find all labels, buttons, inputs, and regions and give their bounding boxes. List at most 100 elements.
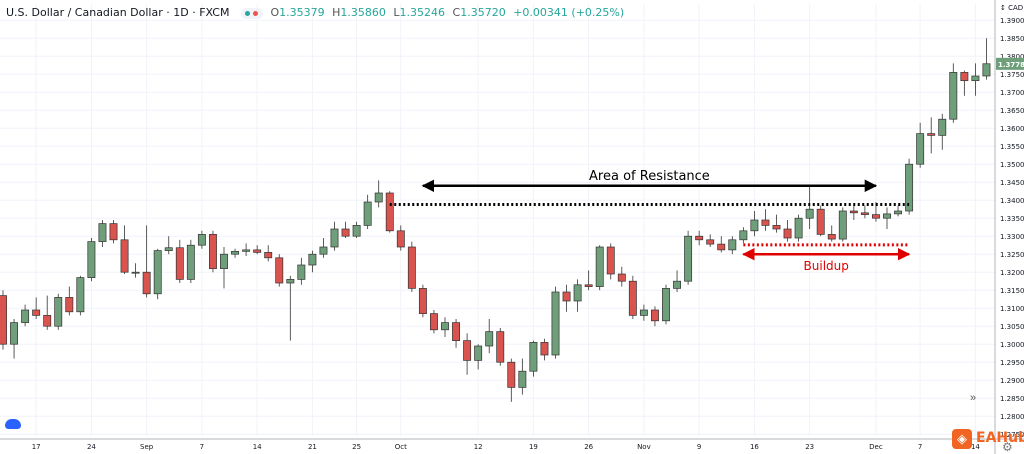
candle-body: [739, 230, 748, 241]
candle-body: [860, 212, 869, 215]
candle: [474, 344, 483, 370]
candle: [319, 238, 328, 258]
candle: [463, 333, 472, 375]
candle: [982, 38, 991, 80]
candle-body: [297, 264, 306, 280]
price-tick-label: 1.31500: [1000, 287, 1024, 295]
brand-logo: ◈ EAHub: [952, 427, 1024, 451]
candle: [927, 117, 936, 154]
price-tick-label: 1.29000: [1000, 377, 1024, 385]
candle: [242, 243, 251, 256]
candle-body: [21, 309, 30, 323]
time-tick-label: 7: [918, 443, 922, 451]
gear-icon[interactable]: ⚙: [1002, 440, 1013, 454]
candle-body: [927, 133, 936, 136]
candle-body: [341, 228, 350, 237]
candle: [838, 207, 847, 242]
candle-body: [120, 239, 129, 273]
candle: [783, 220, 792, 242]
open-value: 1.35379: [279, 6, 325, 19]
candle-body: [518, 370, 527, 388]
annotations: Area of Resistance Buildup: [389, 169, 911, 273]
candle-body: [838, 210, 847, 240]
candle-body: [0, 295, 7, 345]
candle: [297, 257, 306, 285]
cloud-icon[interactable]: [5, 419, 21, 429]
buildup-label: Buildup: [804, 259, 849, 273]
time-tick-label: 19: [529, 443, 538, 451]
close-value: 1.35720: [460, 6, 506, 19]
candle: [286, 275, 295, 341]
time-tick-label: 23: [805, 443, 814, 451]
price-tick-label: 1.28000: [1000, 413, 1024, 421]
candle: [197, 230, 206, 249]
candle: [584, 270, 593, 291]
candle-body: [827, 234, 836, 240]
candle-body: [982, 63, 991, 77]
candle: [87, 238, 96, 282]
ohlc-values: O1.35379 H1.35860 L1.35246 C1.35720 +0.0…: [270, 6, 628, 19]
candle: [728, 236, 737, 255]
candle: [385, 191, 394, 233]
candle-body: [253, 249, 262, 253]
candle-body: [330, 228, 339, 248]
candle: [971, 63, 980, 96]
close-label: C: [452, 6, 461, 19]
candle: [352, 221, 361, 238]
candle: [142, 225, 151, 298]
currency-label[interactable]: ↕ CAD: [1000, 4, 1023, 12]
candle-body: [418, 288, 427, 314]
high-value: 1.35860: [340, 6, 386, 19]
candle: [43, 295, 52, 330]
candle-body: [883, 213, 891, 219]
candle: [452, 319, 461, 348]
candle: [341, 221, 350, 238]
candle: [98, 220, 107, 247]
candle: [849, 205, 858, 220]
candle-body: [308, 253, 317, 266]
candle: [916, 122, 925, 168]
candle: [76, 275, 85, 316]
candle: [540, 338, 549, 361]
time-axis[interactable]: 1724Sep7142125Oct121926Nov91623Dec71421: [0, 438, 1024, 451]
candle-body: [286, 279, 295, 284]
candle-body: [319, 246, 328, 255]
price-tick-label: 1.28500: [1000, 395, 1024, 403]
candle: [816, 205, 825, 237]
candle-body: [639, 309, 648, 316]
candle-body: [595, 246, 604, 287]
candle-body: [584, 284, 593, 287]
candle: [485, 319, 494, 354]
price-tick-label: 1.38000: [1000, 53, 1024, 61]
price-tick-label: 1.33000: [1000, 233, 1024, 241]
candle: [617, 266, 626, 287]
candle: [684, 230, 693, 285]
candle-body: [407, 246, 416, 289]
price-tick-label: 1.34000: [1000, 197, 1024, 205]
candle: [717, 236, 726, 253]
price-tick-label: 1.31000: [1000, 305, 1024, 313]
candle: [650, 306, 659, 327]
low-label: L: [393, 6, 400, 19]
time-tick-label: 26: [584, 443, 593, 451]
high-label: H: [332, 6, 341, 19]
candle: [496, 328, 505, 366]
candle: [54, 293, 63, 330]
time-tick-label: Dec: [869, 443, 883, 451]
candle-body: [385, 192, 394, 232]
candle: [0, 290, 7, 350]
candle-body: [496, 331, 505, 363]
candle-body: [197, 234, 206, 246]
double-chevron-right-icon[interactable]: »: [970, 392, 977, 404]
candle: [805, 185, 814, 229]
chart-legend: U.S. Dollar / Canadian Dollar · 1D · FXC…: [6, 6, 632, 19]
price-axis[interactable]: 1.39000 1.38500 1.38000 1.37500 1.37000 1.365…: [994, 0, 1024, 454]
candle: [860, 205, 869, 219]
brand-icon: ◈: [952, 429, 972, 449]
last-price-badge: [996, 57, 1024, 70]
candle-body: [275, 257, 284, 284]
candle: [430, 310, 438, 334]
candle-body: [960, 72, 969, 82]
buy-sell-toggle[interactable]: [240, 7, 263, 19]
